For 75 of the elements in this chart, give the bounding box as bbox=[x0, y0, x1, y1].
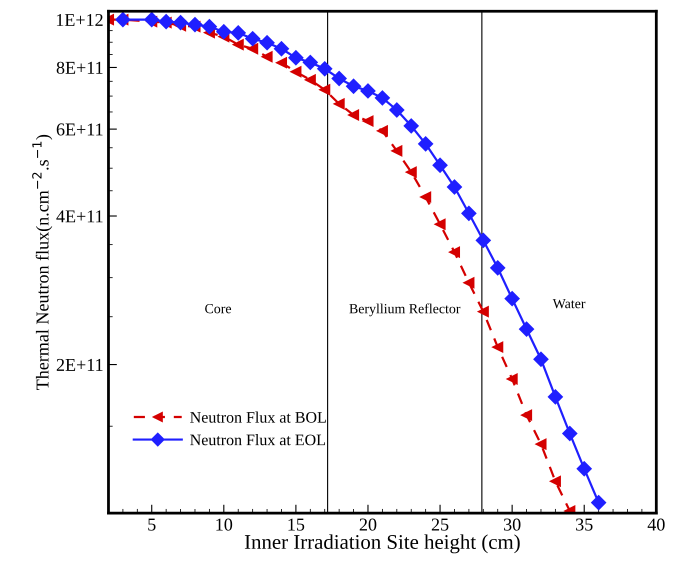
legend-label: Neutron Flux at BOL bbox=[190, 411, 326, 423]
point bbox=[334, 98, 345, 110]
point bbox=[172, 15, 188, 30]
x-axis-title: Inner Irradiation Site height (cm) bbox=[244, 534, 520, 554]
annotation: Core bbox=[205, 304, 232, 314]
point bbox=[418, 136, 434, 152]
point bbox=[247, 43, 258, 54]
point bbox=[576, 461, 592, 476]
point bbox=[332, 70, 347, 86]
x-tick-label: 40 bbox=[648, 518, 665, 531]
point bbox=[232, 39, 244, 50]
point bbox=[348, 109, 360, 121]
point bbox=[376, 125, 388, 136]
point bbox=[290, 66, 302, 78]
point bbox=[548, 389, 563, 404]
point bbox=[478, 306, 489, 318]
point bbox=[476, 232, 491, 248]
point bbox=[144, 12, 160, 28]
point bbox=[506, 373, 518, 385]
point bbox=[216, 24, 232, 40]
point bbox=[230, 25, 246, 40]
y-axis-title: Thermal Neutron flux(n.cm$^{−2}$.s$^{−1}$) bbox=[32, 134, 52, 390]
point bbox=[317, 61, 332, 76]
point bbox=[448, 246, 460, 258]
point bbox=[262, 51, 273, 62]
point bbox=[446, 179, 462, 195]
point bbox=[420, 192, 432, 203]
point bbox=[276, 57, 288, 68]
point bbox=[434, 218, 446, 230]
x-tick-label: 10 bbox=[216, 518, 232, 531]
point bbox=[504, 291, 520, 306]
point bbox=[288, 50, 304, 66]
point bbox=[245, 31, 260, 46]
point bbox=[304, 74, 316, 86]
y-tick-label: 2E+11 bbox=[56, 358, 103, 371]
point bbox=[533, 352, 549, 367]
x-tick-label: 30 bbox=[504, 518, 520, 531]
point bbox=[391, 145, 402, 156]
x-tick-label: 15 bbox=[288, 518, 304, 531]
point bbox=[518, 322, 534, 337]
point bbox=[463, 277, 474, 288]
point bbox=[404, 118, 419, 134]
x-tick-label: 25 bbox=[432, 518, 448, 531]
point bbox=[319, 84, 330, 96]
point bbox=[360, 83, 376, 99]
point bbox=[202, 19, 217, 34]
point bbox=[187, 17, 203, 32]
point bbox=[550, 476, 561, 487]
point bbox=[432, 158, 448, 173]
y-tick-label: 4E+11 bbox=[56, 210, 103, 222]
point bbox=[492, 342, 504, 353]
point bbox=[591, 495, 606, 510]
point bbox=[302, 54, 318, 70]
point bbox=[562, 426, 578, 442]
point bbox=[521, 410, 532, 421]
y-tick-label: 8E+11 bbox=[56, 62, 103, 74]
point bbox=[490, 260, 506, 276]
x-tick-label: 5 bbox=[148, 518, 156, 531]
point bbox=[158, 14, 174, 30]
legend-label: Neutron Flux at EOL bbox=[190, 434, 325, 446]
point bbox=[259, 35, 275, 50]
y-tick-label: 1E+12 bbox=[56, 14, 103, 26]
point bbox=[389, 102, 404, 118]
y-tick-label: 6E+11 bbox=[56, 123, 103, 136]
point bbox=[406, 166, 417, 178]
x-tick-label: 35 bbox=[576, 518, 593, 531]
point bbox=[346, 78, 362, 94]
point bbox=[362, 116, 374, 127]
point bbox=[535, 438, 547, 450]
point bbox=[374, 90, 390, 106]
annotation: Beryllium Reflector bbox=[349, 303, 460, 316]
annotation: Water bbox=[552, 299, 586, 308]
point bbox=[274, 41, 290, 56]
point bbox=[461, 206, 476, 221]
x-tick-label: 20 bbox=[360, 518, 376, 531]
